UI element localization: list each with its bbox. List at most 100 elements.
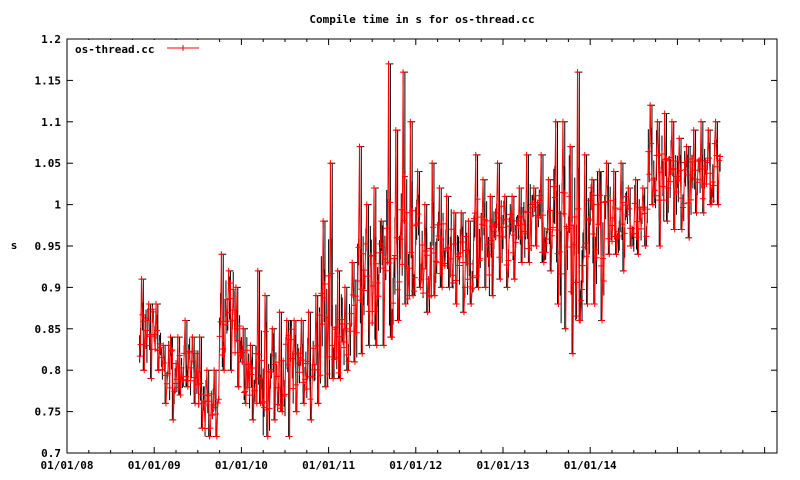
data-point [224, 309, 231, 316]
data-point [402, 300, 409, 307]
data-point [208, 390, 215, 397]
data-point [518, 213, 525, 220]
data-point [336, 333, 343, 340]
legend-label: os-thread.cc [75, 43, 154, 56]
data-point [505, 257, 512, 264]
data-point [167, 334, 174, 341]
data-point [633, 234, 640, 241]
data-point [448, 226, 455, 233]
data-point [586, 216, 593, 223]
data-point [372, 260, 379, 267]
data-point [414, 168, 421, 175]
data-point [600, 278, 607, 285]
data-point [561, 189, 568, 196]
data-point [159, 366, 166, 373]
data-point [697, 176, 704, 183]
series-line [139, 63, 721, 437]
data-point [447, 255, 454, 262]
data-point [471, 210, 478, 217]
data-point [186, 349, 193, 356]
data-point [175, 384, 182, 391]
data-point [266, 405, 273, 412]
data-point [307, 396, 314, 403]
data-point [362, 240, 369, 247]
data-point [346, 320, 353, 327]
data-point [549, 224, 556, 231]
data-point [301, 400, 308, 407]
data-point [279, 408, 286, 415]
data-point [496, 254, 503, 261]
data-point [421, 201, 428, 208]
data-point [552, 118, 559, 125]
data-point [263, 406, 270, 413]
data-point [672, 158, 679, 165]
data-point [222, 296, 229, 303]
data-point [418, 276, 425, 283]
data-point [371, 308, 378, 315]
data-point [495, 214, 502, 221]
data-point [569, 350, 576, 357]
data-point [664, 218, 671, 225]
data-point [520, 208, 527, 215]
data-point [502, 216, 509, 223]
data-point [665, 184, 672, 191]
data-point [630, 230, 637, 237]
data-point [526, 259, 533, 266]
data-point [321, 280, 328, 287]
data-point [628, 243, 635, 249]
data-point [690, 127, 697, 134]
data-point [228, 367, 235, 374]
data-point [305, 309, 312, 316]
data-point [172, 380, 179, 387]
y-tick-label: 0.75 [35, 406, 62, 419]
data-point [451, 240, 458, 247]
data-point [456, 262, 463, 269]
data-point [713, 152, 720, 159]
data-point [579, 286, 586, 293]
data-point [374, 279, 381, 286]
data-point [143, 327, 150, 334]
data-point [347, 328, 354, 335]
data-point [606, 251, 613, 258]
data-point [594, 201, 601, 208]
data-point [398, 206, 405, 213]
data-point [169, 346, 176, 353]
x-tick-label: 01/01/08 [41, 459, 94, 472]
data-point [313, 342, 320, 349]
data-point [410, 292, 417, 299]
data-point [624, 211, 631, 218]
data-point [437, 270, 444, 277]
data-point [272, 416, 279, 423]
data-point [204, 398, 211, 405]
data-point [508, 218, 515, 225]
data-point [371, 185, 378, 192]
data-point [212, 404, 219, 411]
data-point [572, 313, 579, 320]
data-point [367, 252, 374, 259]
data-point [176, 352, 183, 359]
data-point [182, 317, 189, 324]
data-point [608, 222, 615, 229]
data-point [173, 360, 179, 367]
data-point [668, 118, 675, 125]
data-point [641, 210, 648, 217]
data-point [688, 158, 695, 165]
data-point [473, 272, 480, 279]
data-point [270, 352, 277, 359]
data-point [363, 201, 370, 208]
data-point [136, 353, 143, 360]
data-point [424, 309, 431, 316]
data-point [549, 232, 556, 239]
data-point [334, 267, 341, 274]
data-point [655, 152, 662, 159]
data-point [399, 261, 406, 268]
data-point [499, 233, 506, 240]
data-point [377, 240, 384, 247]
data-point [536, 192, 543, 199]
data-point [712, 118, 719, 125]
data-point [591, 300, 598, 307]
y-tick-label: 1.15 [35, 74, 62, 87]
data-point [607, 197, 614, 204]
data-point [574, 69, 581, 76]
data-point [382, 267, 389, 274]
